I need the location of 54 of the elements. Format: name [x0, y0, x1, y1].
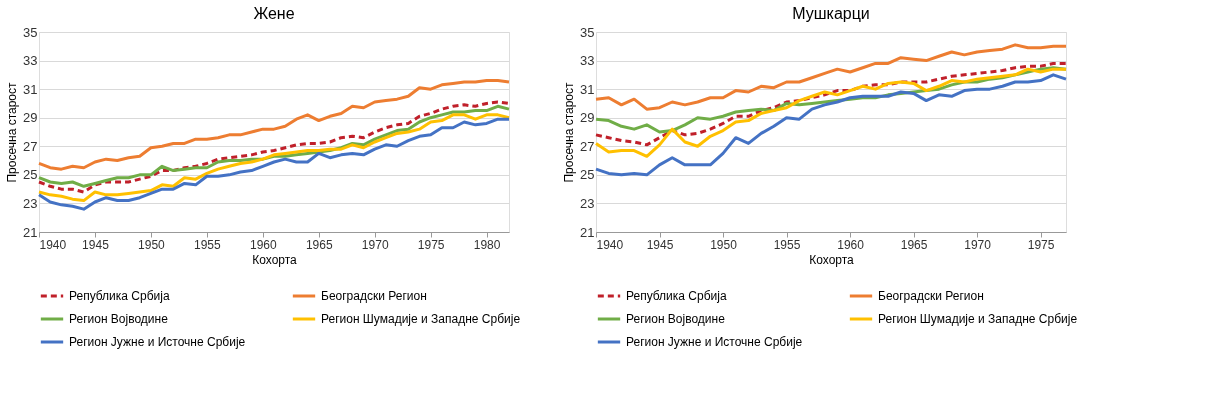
y-tick-label: 33: [23, 53, 38, 69]
y-axis-title: Просечна старост: [5, 81, 20, 183]
legend-label: Регион Шумадије и Западне Србије: [321, 312, 521, 326]
y-tick-label: 33: [580, 53, 595, 69]
x-tick-label: 1980: [473, 237, 501, 252]
x-tick-label: 1970: [964, 237, 992, 252]
y-tick-label: 27: [23, 138, 38, 154]
x-tick-label: 1940: [39, 237, 67, 252]
y-tick-label: 31: [580, 81, 595, 97]
x-tick-label: 1955: [194, 237, 222, 252]
legend-label: Регион Шумадије и Западне Србије: [878, 312, 1078, 326]
y-tick-label: 21: [580, 224, 595, 240]
x-tick-label: 1945: [82, 237, 110, 252]
y-tick-label: 35: [580, 24, 595, 40]
y-tick-label: 27: [580, 138, 595, 154]
x-tick-label: 1975: [417, 237, 445, 252]
legend-label: Република Србија: [69, 289, 170, 303]
y-tick-label: 29: [580, 110, 595, 126]
x-tick-label: 1960: [249, 237, 277, 252]
x-axis-title: Кохорта: [252, 252, 298, 267]
x-tick-label: 1965: [305, 237, 333, 252]
legend-label: Регион Војводине: [69, 312, 169, 326]
x-tick-label: 1950: [710, 237, 738, 252]
x-tick-label: 1950: [138, 237, 166, 252]
x-tick-label: 1955: [773, 237, 801, 252]
line-series: [37, 79, 511, 171]
chart-title: Жене: [253, 5, 295, 22]
line-series: [594, 73, 1068, 177]
legend-label: Регион Јужне и Источне Србије: [626, 335, 803, 349]
x-tick-label: 1965: [900, 237, 928, 252]
legend-label: Београдски Регион: [878, 289, 984, 303]
y-tick-label: 21: [23, 224, 38, 240]
legend-label: Регион Јужне и Источне Србије: [69, 335, 246, 349]
chart-title: Мушкарци: [792, 5, 870, 22]
legend-label: Регион Војводине: [626, 312, 726, 326]
y-tick-label: 35: [23, 24, 38, 40]
y-tick-label: 31: [23, 81, 38, 97]
x-tick-label: 1975: [1027, 237, 1055, 252]
x-tick-label: 1945: [646, 237, 674, 252]
y-tick-label: 29: [23, 110, 38, 126]
y-axis-title: Просечна старост: [562, 81, 577, 183]
line-series: [594, 67, 1068, 158]
legend-label: Београдски Регион: [321, 289, 427, 303]
x-axis-title: Кохорта: [809, 252, 855, 267]
x-tick-label: 1970: [361, 237, 389, 252]
x-tick-label: 1940: [596, 237, 624, 252]
y-tick-label: 25: [580, 167, 595, 183]
y-tick-label: 23: [580, 195, 595, 211]
y-tick-label: 23: [23, 195, 38, 211]
legend-label: Република Србија: [626, 289, 727, 303]
y-tick-label: 25: [23, 167, 38, 183]
line-series: [594, 43, 1068, 111]
x-tick-label: 1960: [837, 237, 865, 252]
line-series: [594, 61, 1068, 147]
